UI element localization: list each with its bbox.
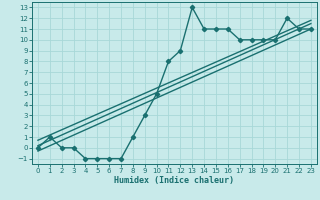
X-axis label: Humidex (Indice chaleur): Humidex (Indice chaleur)	[115, 176, 234, 185]
